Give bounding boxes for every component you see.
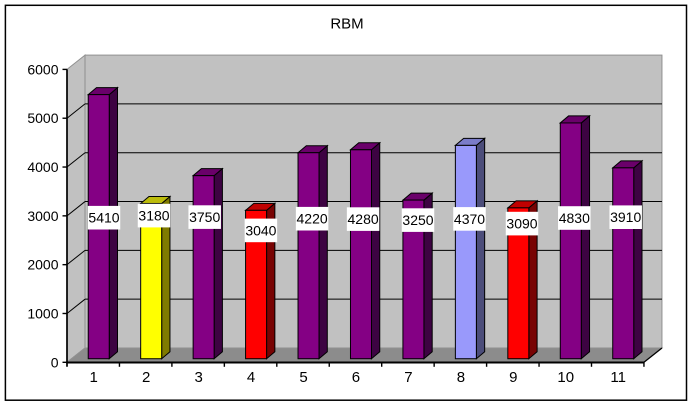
svg-text:2: 2 — [142, 369, 150, 386]
svg-text:3090: 3090 — [506, 216, 537, 232]
svg-text:1: 1 — [90, 369, 98, 386]
svg-text:4830: 4830 — [559, 210, 590, 226]
svg-text:9: 9 — [509, 369, 517, 386]
svg-text:7: 7 — [404, 369, 412, 386]
svg-text:10: 10 — [557, 369, 574, 386]
svg-text:3750: 3750 — [189, 209, 220, 225]
svg-text:4000: 4000 — [27, 159, 58, 175]
svg-text:5410: 5410 — [88, 210, 119, 226]
svg-text:6: 6 — [352, 369, 360, 386]
svg-text:3: 3 — [194, 369, 202, 386]
svg-text:5000: 5000 — [27, 110, 58, 126]
svg-text:4370: 4370 — [454, 211, 485, 227]
svg-text:3000: 3000 — [27, 208, 58, 224]
svg-text:8: 8 — [457, 369, 465, 386]
svg-text:3250: 3250 — [402, 212, 433, 228]
svg-text:11: 11 — [610, 369, 626, 386]
svg-text:2000: 2000 — [27, 257, 58, 273]
svg-text:4280: 4280 — [348, 211, 379, 227]
svg-text:3910: 3910 — [610, 209, 641, 225]
svg-text:0: 0 — [51, 354, 59, 370]
svg-text:3180: 3180 — [138, 208, 169, 224]
svg-text:5: 5 — [299, 369, 307, 386]
svg-text:6000: 6000 — [27, 61, 58, 77]
svg-text:4: 4 — [247, 369, 255, 386]
svg-text:RBM: RBM — [330, 16, 363, 33]
svg-text:4220: 4220 — [297, 211, 328, 227]
svg-text:1000: 1000 — [27, 305, 58, 321]
svg-text:3040: 3040 — [245, 222, 276, 238]
